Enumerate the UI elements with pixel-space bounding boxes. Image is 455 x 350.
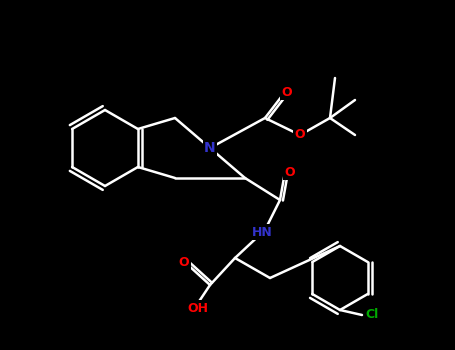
Text: O: O xyxy=(179,256,189,268)
Text: HN: HN xyxy=(252,225,273,238)
Text: Cl: Cl xyxy=(365,308,379,322)
Text: O: O xyxy=(285,166,295,178)
Text: O: O xyxy=(295,128,305,141)
Text: O: O xyxy=(282,85,292,98)
Text: N: N xyxy=(204,141,216,155)
Text: OH: OH xyxy=(187,301,208,315)
